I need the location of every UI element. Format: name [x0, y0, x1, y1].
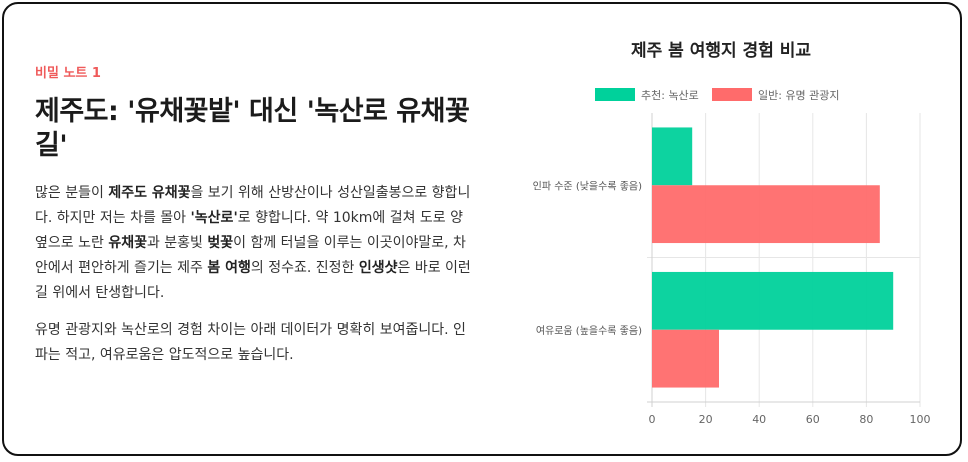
category-label: 인파 수준 (낮을수록 좋음)	[533, 180, 642, 192]
highlight-text: '녹산로'	[190, 210, 238, 226]
article-card: 비밀 노트 1 제주도: '유채꽃밭' 대신 '녹산로 유채꽃길' 많은 분들이…	[2, 2, 962, 456]
chart-title: 제주 봄 여행지 경험 비교	[631, 40, 811, 61]
paragraph-text: 유명 관광지와 녹산로의 경험 차이는 아래 데이터가 명확히 보여줍니다. 인…	[35, 322, 466, 363]
highlight-text: 유채꽃	[108, 235, 147, 251]
note-badge: 비밀 노트 1	[35, 66, 101, 81]
x-tick-label: 80	[859, 413, 873, 426]
highlight-text: 봄 여행	[207, 260, 251, 276]
x-tick-label: 0	[649, 413, 656, 426]
paragraph-text: 로 향합니다. 약 10km에 걸쳐 도로 양옆으로 노란	[35, 210, 464, 251]
x-tick-label: 40	[752, 413, 766, 426]
legend-swatch	[712, 88, 752, 101]
article-title: 제주도: '유채꽃밭' 대신 '녹산로 유채꽃길'	[35, 96, 470, 161]
paragraph-text: 을 보기 위해 산방산이나 성산일출봉으로 향합니다. 하지만 저는 차를 몰아	[35, 185, 471, 226]
legend-label: 추천: 녹산로	[641, 88, 699, 102]
legend-label: 일반: 유명 관광지	[758, 88, 840, 102]
paragraph-text: 과 분홍빛	[146, 235, 208, 251]
highlight-text: 벚꽃	[207, 235, 234, 251]
bar-famous	[652, 185, 880, 244]
article-paragraph: 유명 관광지와 녹산로의 경험 차이는 아래 데이터가 명확히 보여줍니다. 인…	[35, 318, 475, 368]
category-label: 여유로움 (높을수록 좋음)	[536, 325, 642, 337]
highlight-text: 제주도 유채꽃	[108, 185, 191, 201]
article-paragraph: 많은 분들이 제주도 유채꽃을 보기 위해 산방산이나 성산일출봉으로 향합니다…	[35, 181, 475, 306]
paragraph-text: 의 정수죠. 진정한	[250, 260, 359, 276]
paragraph-text: 많은 분들이	[35, 185, 109, 201]
highlight-text: 인생샷	[358, 260, 398, 276]
article-section: 비밀 노트 1 제주도: '유채꽃밭' 대신 '녹산로 유채꽃길' 많은 분들이…	[35, 62, 475, 380]
paragraph-text: 이 함께 터널을 이루는 이곳이야말로, 차 안에서 편안하게 즐기는 제주	[35, 235, 466, 276]
x-tick-label: 100	[910, 413, 931, 426]
legend-swatch	[595, 88, 635, 101]
bar-recommended	[652, 271, 894, 330]
article-body: 많은 분들이 제주도 유채꽃을 보기 위해 산방산이나 성산일출봉으로 향합니다…	[35, 181, 475, 368]
x-tick-label: 60	[806, 413, 820, 426]
paragraph-text: 은 바로 이런 길 위에서 탄생합니다.	[35, 260, 471, 301]
x-tick-label: 20	[699, 413, 713, 426]
bar-famous	[652, 329, 719, 388]
bar-recommended	[652, 127, 693, 186]
